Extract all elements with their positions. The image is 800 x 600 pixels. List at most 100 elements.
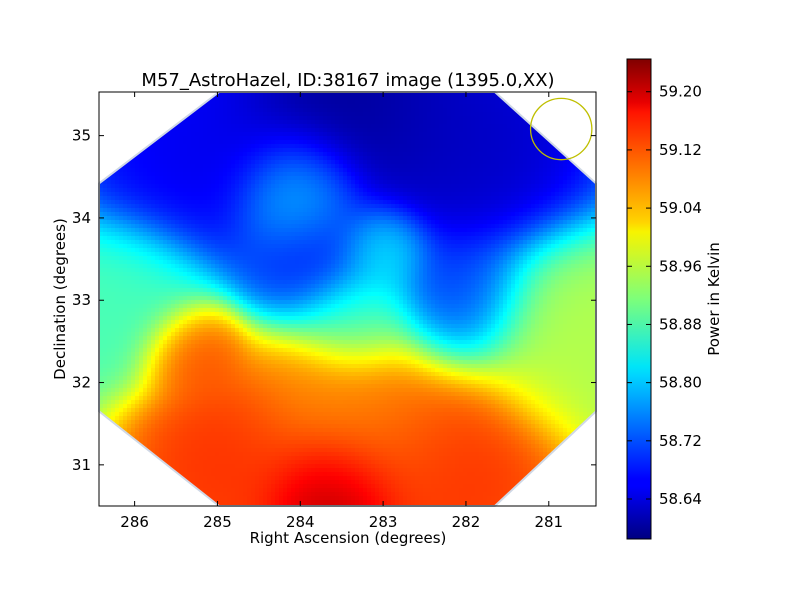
heatmap-cell bbox=[587, 212, 592, 217]
heatmap-cell bbox=[575, 180, 580, 185]
heatmap-cell bbox=[139, 168, 144, 173]
heatmap-cell bbox=[267, 212, 272, 217]
heatmap-cell bbox=[523, 132, 528, 137]
heatmap-cell bbox=[99, 144, 104, 149]
heatmap-cell bbox=[283, 96, 288, 101]
heatmap-cell bbox=[299, 132, 304, 137]
heatmap-cell bbox=[447, 172, 452, 177]
heatmap-cell bbox=[223, 180, 228, 185]
heatmap-cell bbox=[331, 160, 336, 165]
heatmap-cell bbox=[551, 220, 556, 225]
heatmap-cell bbox=[243, 136, 248, 141]
heatmap-cell bbox=[427, 144, 432, 149]
heatmap-cell bbox=[323, 100, 328, 105]
heatmap-cell bbox=[323, 208, 328, 213]
heatmap-cell bbox=[387, 200, 392, 205]
heatmap-cell bbox=[383, 232, 388, 237]
heatmap-cell bbox=[543, 236, 548, 241]
heatmap-cell bbox=[487, 108, 492, 113]
heatmap-cell bbox=[395, 116, 400, 121]
heatmap-cell bbox=[579, 176, 584, 181]
heatmap-cell bbox=[587, 232, 592, 237]
heatmap-cell bbox=[435, 248, 440, 253]
heatmap-cell bbox=[163, 100, 168, 105]
heatmap-cell bbox=[419, 128, 424, 133]
heatmap-cell bbox=[175, 140, 180, 145]
heatmap-cell bbox=[555, 156, 560, 161]
heatmap-cell bbox=[155, 212, 160, 217]
heatmap-cell bbox=[507, 156, 512, 161]
heatmap-cell bbox=[147, 148, 152, 153]
heatmap-cell bbox=[571, 164, 576, 169]
heatmap-cell bbox=[499, 136, 504, 141]
heatmap-cell bbox=[143, 100, 148, 105]
heatmap-cell bbox=[467, 108, 472, 113]
heatmap-cell bbox=[155, 112, 160, 117]
heatmap-cell bbox=[375, 228, 380, 233]
heatmap-cell bbox=[123, 240, 128, 245]
heatmap-cell bbox=[411, 216, 416, 221]
heatmap-cell bbox=[483, 244, 488, 249]
heatmap-cell bbox=[527, 160, 532, 165]
heatmap-cell bbox=[183, 96, 188, 101]
heatmap-cell bbox=[403, 108, 408, 113]
heatmap-cell bbox=[551, 172, 556, 177]
heatmap-cell bbox=[575, 232, 580, 237]
heatmap-cell bbox=[223, 100, 228, 105]
heatmap-cell bbox=[211, 236, 216, 241]
heatmap-cell bbox=[479, 148, 484, 153]
heatmap-cell bbox=[267, 216, 272, 221]
heatmap-cell bbox=[159, 156, 164, 161]
heatmap-cell bbox=[215, 208, 220, 213]
heatmap-cell bbox=[471, 220, 476, 225]
heatmap-cell bbox=[535, 144, 540, 149]
heatmap-cell bbox=[575, 96, 580, 101]
heatmap-cell bbox=[283, 92, 288, 97]
heatmap-cell bbox=[247, 156, 252, 161]
heatmap-cell bbox=[103, 244, 108, 249]
heatmap-cell bbox=[355, 248, 360, 253]
heatmap-cell bbox=[435, 224, 440, 229]
heatmap-cell bbox=[455, 196, 460, 201]
heatmap-cell bbox=[151, 196, 156, 201]
heatmap-cell bbox=[195, 144, 200, 149]
heatmap-cell bbox=[435, 184, 440, 189]
heatmap-cell bbox=[127, 188, 132, 193]
heatmap-cell bbox=[455, 132, 460, 137]
heatmap-cell bbox=[347, 220, 352, 225]
heatmap-cell bbox=[479, 120, 484, 125]
heatmap-cell bbox=[319, 92, 324, 97]
heatmap-cell bbox=[367, 176, 372, 181]
heatmap-cell bbox=[575, 196, 580, 201]
heatmap-cell bbox=[435, 212, 440, 217]
heatmap-cell bbox=[355, 148, 360, 153]
heatmap-cell bbox=[331, 156, 336, 161]
heatmap-cell bbox=[223, 196, 228, 201]
heatmap-cell bbox=[567, 112, 572, 117]
heatmap-cell bbox=[99, 212, 104, 217]
heatmap-cell bbox=[571, 232, 576, 237]
heatmap-cell bbox=[155, 172, 160, 177]
heatmap-cell bbox=[471, 100, 476, 105]
heatmap-cell bbox=[235, 148, 240, 153]
heatmap-cell bbox=[319, 208, 324, 213]
heatmap-cell bbox=[523, 244, 528, 249]
heatmap-cell bbox=[99, 236, 104, 241]
heatmap-cell bbox=[199, 220, 204, 225]
heatmap-cell bbox=[147, 120, 152, 125]
heatmap-cell bbox=[555, 176, 560, 181]
heatmap-cell bbox=[503, 160, 508, 165]
heatmap-cell bbox=[343, 212, 348, 217]
heatmap-cell bbox=[191, 144, 196, 149]
heatmap-cell bbox=[507, 188, 512, 193]
heatmap-cell bbox=[127, 212, 132, 217]
heatmap-cell bbox=[319, 136, 324, 141]
heatmap-cell bbox=[399, 236, 404, 241]
heatmap-cell bbox=[511, 116, 516, 121]
heatmap-cell bbox=[499, 156, 504, 161]
heatmap-cell bbox=[487, 196, 492, 201]
heatmap-cell bbox=[355, 100, 360, 105]
heatmap-cell bbox=[151, 176, 156, 181]
heatmap-cell bbox=[183, 136, 188, 141]
heatmap-cell bbox=[295, 144, 300, 149]
